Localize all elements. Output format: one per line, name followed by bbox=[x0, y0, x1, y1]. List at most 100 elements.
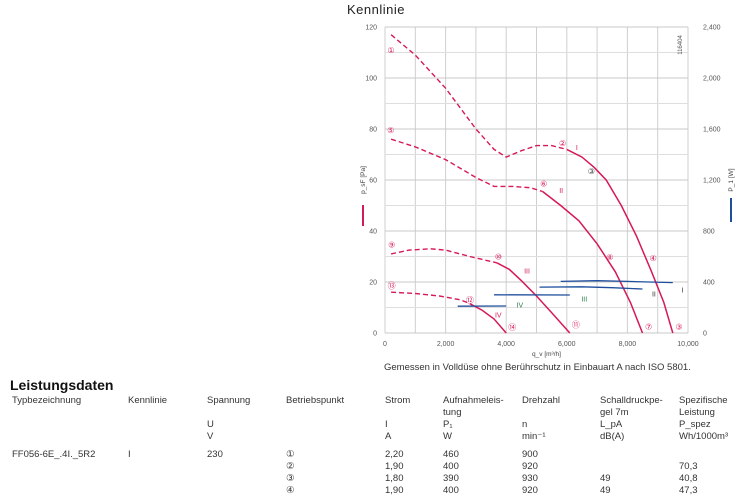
table-cell: 49 bbox=[600, 473, 611, 484]
table-cell: FF056-6E_.4I._5R2 bbox=[12, 449, 96, 460]
table-cell: 2,20 bbox=[385, 449, 404, 460]
column-header: I bbox=[385, 419, 388, 430]
column-header: Drehzahl bbox=[522, 395, 561, 406]
power-curve-II bbox=[539, 286, 643, 290]
table-cell: 40,8 bbox=[679, 473, 698, 484]
chart-title: Kennlinie bbox=[347, 2, 405, 17]
pressure-curve-label: II bbox=[559, 188, 563, 195]
table-cell: ④ bbox=[286, 485, 295, 496]
x-tick-label: 8,000 bbox=[619, 341, 637, 348]
column-header: P_spez bbox=[679, 419, 711, 430]
column-header: Typbezeichnung bbox=[12, 395, 82, 406]
y-tick-label: 100 bbox=[365, 76, 377, 83]
column-header: Aufnahmeleis- bbox=[443, 395, 504, 406]
x-axis-label: q_v [m³/h] bbox=[532, 351, 561, 358]
operating-point-marker: ④ bbox=[650, 254, 657, 263]
y2-tick-label: 2,000 bbox=[703, 76, 721, 83]
table-cell: 390 bbox=[443, 473, 459, 484]
pressure-curve-dashed-IV bbox=[391, 291, 471, 305]
table-cell: 230 bbox=[207, 449, 223, 460]
column-header: n bbox=[522, 419, 528, 430]
pressure-curve-label: IV bbox=[495, 313, 502, 320]
x-tick-label: 4,000 bbox=[497, 341, 515, 348]
table-cell: 1,80 bbox=[385, 473, 404, 484]
x-tick-label: 2,000 bbox=[437, 341, 455, 348]
column-header: Strom bbox=[385, 395, 411, 406]
operating-point-marker: ⑬ bbox=[388, 281, 396, 290]
column-header: Spannung bbox=[207, 395, 251, 406]
table-cell: ③ bbox=[286, 473, 295, 484]
x-tick-label: 6,000 bbox=[558, 341, 576, 348]
table-cell: 930 bbox=[522, 473, 538, 484]
pressure-curve-III bbox=[496, 262, 571, 334]
table-cell: 400 bbox=[443, 461, 459, 472]
power-curve-label: I bbox=[681, 288, 683, 295]
pressure-curve-dashed-I bbox=[390, 34, 567, 158]
column-header: gel 7m bbox=[600, 407, 629, 418]
table-title: Leistungsdaten bbox=[10, 377, 114, 393]
pressure-curve-label: I bbox=[576, 145, 578, 152]
pressure-curve-dashed-II bbox=[390, 138, 543, 193]
column-header: V bbox=[207, 431, 214, 442]
y2-tick-label: 1,600 bbox=[703, 127, 721, 134]
operating-point-marker: ② bbox=[559, 139, 566, 148]
column-header: tung bbox=[443, 407, 462, 418]
column-header: Schalldruckpe- bbox=[600, 395, 663, 406]
power-curve-label: II bbox=[652, 292, 656, 299]
y2-tick-label: 0 bbox=[703, 331, 707, 338]
y2-tick-label: 800 bbox=[703, 229, 715, 236]
column-header: L_pA bbox=[600, 419, 623, 430]
column-header: U bbox=[207, 419, 214, 430]
table-cell: 70,3 bbox=[679, 461, 698, 472]
column-header: Wh/1000m³ bbox=[679, 431, 729, 442]
pressure-curve-IV bbox=[469, 303, 507, 334]
table-cell: 1,90 bbox=[385, 485, 404, 496]
operating-point-marker: ⑫ bbox=[466, 296, 474, 305]
y2-tick-label: 1,200 bbox=[703, 178, 721, 185]
column-header: Kennlinie bbox=[128, 395, 168, 406]
y-tick-label: 20 bbox=[369, 280, 377, 287]
operating-point-marker: ⑩ bbox=[495, 253, 502, 262]
table-cell: 900 bbox=[522, 449, 538, 460]
y-tick-label: 60 bbox=[369, 178, 377, 185]
table-cell: ① bbox=[286, 449, 295, 460]
operating-point-marker: ③ bbox=[675, 322, 682, 331]
operating-point-marker: ⑤ bbox=[387, 126, 394, 135]
x-tick-label: 0 bbox=[383, 341, 387, 348]
table-cell: 920 bbox=[522, 461, 538, 472]
y-tick-label: 0 bbox=[373, 331, 377, 338]
y-tick-label: 40 bbox=[369, 229, 377, 236]
column-header: Spezifische bbox=[679, 395, 728, 406]
operating-point-marker: ③ bbox=[588, 167, 595, 176]
operating-point-marker: ⑧ bbox=[606, 253, 613, 262]
column-header: A bbox=[385, 431, 392, 442]
table-cell: 460 bbox=[443, 449, 459, 460]
operating-point-marker: ⑥ bbox=[540, 180, 547, 189]
column-header: W bbox=[443, 431, 452, 442]
chart-code: 116404 bbox=[678, 35, 684, 55]
column-header: dB(A) bbox=[600, 431, 625, 442]
power-curve-label: III bbox=[581, 297, 587, 304]
pressure-curve-II bbox=[542, 190, 644, 334]
column-header: Leistung bbox=[679, 407, 715, 418]
column-header: P₁ bbox=[443, 419, 453, 430]
table-cell: 920 bbox=[522, 485, 538, 496]
table-cell: ② bbox=[286, 461, 295, 472]
pressure-curve-dashed-III bbox=[390, 248, 498, 264]
pressure-curve-label: III bbox=[524, 268, 530, 275]
fan-characteristic-chart: 0 2,000 4,000 6,000 8,000 10,000 0 20 40 60 80 100 1… bbox=[360, 25, 735, 359]
table-cell: 400 bbox=[443, 485, 459, 496]
chart-caption: Gemessen in Volldüse ohne Berührschutz i… bbox=[384, 362, 691, 373]
y-tick-label: 80 bbox=[369, 127, 377, 134]
x-tick-label: 10,000 bbox=[677, 341, 699, 348]
operating-point-marker: ⑭ bbox=[508, 323, 516, 332]
y-tick-label: 120 bbox=[365, 25, 377, 32]
y2-axis-label: P_1 [W] bbox=[728, 168, 735, 191]
table-cell: 1,90 bbox=[385, 461, 404, 472]
table-cell: I bbox=[128, 449, 131, 460]
y-axis-label: p_sF [Pa] bbox=[360, 166, 367, 194]
column-header: Betriebspunkt bbox=[286, 395, 345, 406]
pressure-curve-I bbox=[566, 148, 674, 334]
table-cell: 47,3 bbox=[679, 485, 698, 496]
y2-tick-label: 2,400 bbox=[703, 25, 721, 32]
